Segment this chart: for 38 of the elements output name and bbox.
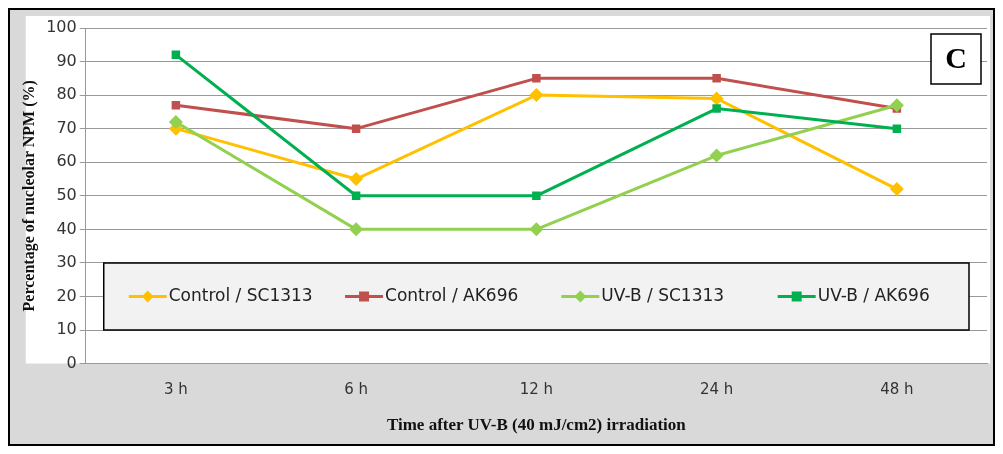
point bbox=[349, 222, 364, 237]
legend-label: Control / SC1313 bbox=[168, 284, 313, 305]
x-tick-label: 12 h bbox=[519, 380, 554, 399]
point bbox=[889, 98, 904, 113]
y-tick-label: 100 bbox=[46, 17, 77, 37]
point bbox=[889, 182, 904, 197]
legend-label: UV-B / SC1313 bbox=[601, 284, 725, 305]
y-tick-label: 50 bbox=[56, 184, 77, 204]
point bbox=[709, 148, 724, 163]
y-tick-label: 10 bbox=[56, 319, 77, 339]
x-tick-label: 3 h bbox=[163, 380, 188, 399]
y-axis-title: Percentage of nucleolar NPM (%) bbox=[19, 80, 38, 312]
point bbox=[892, 124, 902, 133]
x-axis-title: Time after UV-B (40 mJ/cm2) irradiation bbox=[386, 415, 687, 435]
y-tick-label: 70 bbox=[56, 117, 77, 137]
point bbox=[532, 74, 541, 83]
x-tick-label: 6 h bbox=[344, 380, 369, 399]
legend-label: Control / AK696 bbox=[385, 284, 519, 305]
y-tick-label: 90 bbox=[56, 50, 77, 70]
point bbox=[168, 114, 183, 129]
point bbox=[709, 91, 724, 106]
x-tick-label: 48 h bbox=[880, 380, 914, 399]
legend-label: UV-B / AK696 bbox=[817, 284, 930, 305]
y-tick-label: 80 bbox=[56, 84, 77, 104]
point bbox=[712, 74, 721, 83]
point bbox=[349, 172, 364, 187]
y-tick-label: 0 bbox=[66, 352, 77, 372]
point bbox=[351, 124, 361, 133]
point bbox=[529, 88, 544, 103]
y-tick-label: 30 bbox=[56, 252, 77, 272]
annotation: C bbox=[945, 40, 967, 74]
y-tick-label: 40 bbox=[56, 218, 77, 238]
y-tick-label: 60 bbox=[56, 151, 77, 171]
point bbox=[712, 104, 721, 113]
point bbox=[529, 222, 544, 237]
x-tick-label: 24 h bbox=[699, 380, 734, 399]
point bbox=[532, 191, 541, 201]
y-tick-label: 20 bbox=[56, 285, 77, 305]
